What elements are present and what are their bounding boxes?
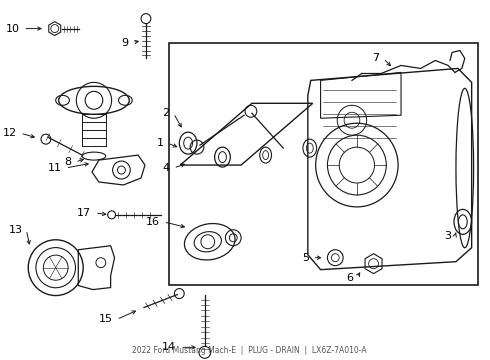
Text: 14: 14 bbox=[162, 342, 176, 352]
Text: 16: 16 bbox=[146, 217, 160, 227]
Text: 12: 12 bbox=[2, 128, 17, 138]
Text: 9: 9 bbox=[121, 37, 128, 48]
Text: 4: 4 bbox=[162, 163, 170, 173]
Text: 6: 6 bbox=[346, 273, 353, 283]
Text: 7: 7 bbox=[372, 54, 379, 63]
Text: 17: 17 bbox=[77, 208, 91, 218]
Text: 13: 13 bbox=[8, 225, 23, 235]
Text: 3: 3 bbox=[444, 231, 451, 241]
Text: 2: 2 bbox=[162, 108, 170, 118]
Text: 15: 15 bbox=[98, 314, 113, 324]
Text: 1: 1 bbox=[157, 138, 164, 148]
Text: 11: 11 bbox=[48, 163, 62, 173]
Text: 10: 10 bbox=[5, 24, 20, 33]
Text: 2022 Ford Mustang Mach-E  |  PLUG - DRAIN  |  LX6Z-7A010-A: 2022 Ford Mustang Mach-E | PLUG - DRAIN … bbox=[132, 346, 366, 355]
Text: 8: 8 bbox=[64, 157, 72, 167]
Text: 5: 5 bbox=[302, 253, 309, 263]
